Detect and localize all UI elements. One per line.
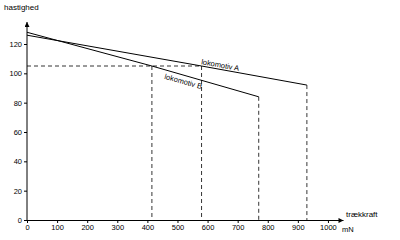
x-tick: 500 xyxy=(172,220,185,232)
x-tick-label: 100 xyxy=(51,223,64,232)
y-tick: 60 xyxy=(14,128,27,137)
y-tick: 20 xyxy=(14,187,27,196)
y-axis: 0 20 40 60 80 100 120 xyxy=(9,22,27,225)
y-tick-label: 100 xyxy=(9,69,22,78)
series-group xyxy=(27,32,307,220)
plot: 0 100 200 300 400 500 600 700 800 900 1000 0 20 40 60 8… xyxy=(9,22,343,232)
y-tick-label: 40 xyxy=(14,157,22,166)
chart: 0 100 200 300 400 500 600 700 800 900 1000 0 20 40 60 8… xyxy=(0,0,400,240)
guide-line xyxy=(151,66,152,220)
y-tick-mark xyxy=(24,44,27,45)
series-label: lokomotiv A xyxy=(201,57,240,73)
x-tick-label: 800 xyxy=(262,223,275,232)
x-tick-label: 700 xyxy=(232,223,245,232)
y-tick-mark xyxy=(24,103,27,104)
y-tick-mark xyxy=(24,161,27,162)
y-tick: 100 xyxy=(9,69,27,78)
x-axis: 0 100 200 300 400 500 600 700 800 900 1000 xyxy=(25,220,343,232)
y-tick: 40 xyxy=(14,157,27,166)
x-tick-label: 1000 xyxy=(320,223,337,232)
y-tick-label: 60 xyxy=(14,128,22,137)
x-tick-label: 500 xyxy=(172,223,185,232)
x-tick: 300 xyxy=(112,220,125,232)
x-axis-line xyxy=(28,220,344,221)
x-tick-label: 200 xyxy=(81,223,94,232)
x-tick: 400 xyxy=(142,220,155,232)
x-tick-label: 300 xyxy=(112,223,125,232)
x-tick-label: 900 xyxy=(292,223,305,232)
guide-line xyxy=(27,66,202,67)
y-tick-mark xyxy=(24,73,27,74)
x-tick-label: 400 xyxy=(142,223,155,232)
series-label: lokomotiv B xyxy=(163,72,203,91)
y-axis-title: hastighed xyxy=(4,3,39,12)
series-labels: lokomotiv Alokomotiv B xyxy=(163,57,240,91)
y-tick-mark xyxy=(24,191,27,192)
x-tick: 0 xyxy=(25,220,29,232)
y-tick-mark xyxy=(24,132,27,133)
guide-line xyxy=(258,97,259,220)
series-line xyxy=(27,32,259,97)
y-tick-mark xyxy=(24,220,27,221)
x-tick: 800 xyxy=(262,220,275,232)
x-tick-label: 0 xyxy=(25,223,29,232)
x-tick: 600 xyxy=(202,220,215,232)
x-unit: mN xyxy=(342,225,354,234)
x-tick: 200 xyxy=(81,220,94,232)
x-tick: 1000 xyxy=(320,220,337,232)
y-tick: 120 xyxy=(9,40,27,49)
x-tick: 700 xyxy=(232,220,245,232)
x-axis-title: trækkraft xyxy=(346,210,378,219)
y-tick: 80 xyxy=(14,99,27,108)
x-tick-label: 600 xyxy=(202,223,215,232)
x-tick: 900 xyxy=(292,220,305,232)
y-axis-line xyxy=(27,22,28,220)
y-tick-label: 20 xyxy=(14,187,22,196)
y-tick-label: 120 xyxy=(9,40,22,49)
guide-line xyxy=(306,85,307,220)
y-tick-label: 80 xyxy=(14,99,22,108)
x-tick: 100 xyxy=(51,220,64,232)
y-tick-label: 0 xyxy=(18,216,22,225)
y-tick: 0 xyxy=(18,216,27,225)
